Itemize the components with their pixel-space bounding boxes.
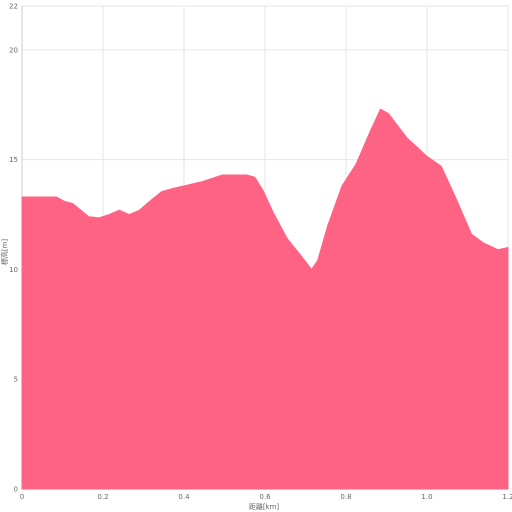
- y-tick-label: 22: [9, 3, 18, 11]
- x-tick-label: 0.6: [259, 493, 271, 501]
- x-tick-label: 0.8: [340, 493, 351, 501]
- x-tick-label: 0.2: [97, 493, 108, 501]
- x-tick-label: 0.4: [178, 493, 190, 501]
- x-tick-labels: 0 0.2 0.4 0.6 0.8 1.0 1.2: [20, 493, 512, 501]
- y-tick-label: 20: [9, 46, 18, 54]
- y-tick-label: 15: [9, 156, 18, 164]
- y-tick-label: 0: [14, 486, 18, 494]
- series-area: [21, 108, 509, 490]
- y-tick-label: 10: [9, 266, 18, 274]
- x-tick-label: 0: [20, 493, 24, 501]
- y-tick-labels: 0 5 10 15 20 22: [9, 3, 18, 494]
- y-axis-label: 標高[m]: [0, 239, 9, 266]
- x-tick-label: 1.2: [502, 493, 512, 501]
- x-tick-label: 1.0: [421, 493, 432, 501]
- x-axis-label: 距離[km]: [249, 502, 280, 511]
- y-tick-label: 5: [14, 376, 18, 384]
- elevation-area-series: [21, 108, 509, 490]
